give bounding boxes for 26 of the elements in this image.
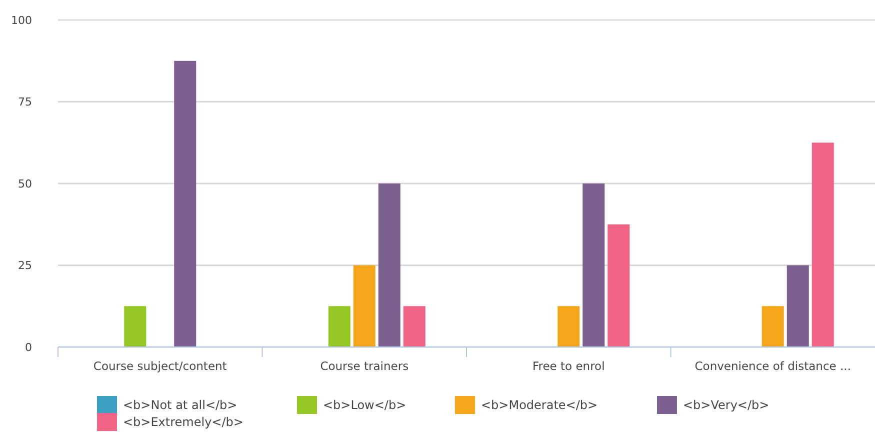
- legend-label: <b>Not at all</b>: [123, 398, 238, 412]
- bar: [608, 224, 630, 347]
- bar: [582, 184, 605, 347]
- legend-label: <b>Moderate</b>: [481, 398, 598, 412]
- x-tick-label: Course trainers: [320, 359, 409, 373]
- bar: [812, 142, 834, 347]
- legend-label: <b>Low</b>: [323, 398, 406, 412]
- legend-label: <b>Very</b>: [683, 398, 770, 412]
- legend-label: <b>Extremely</b>: [123, 415, 244, 430]
- bar: [378, 184, 400, 347]
- bar: [353, 265, 376, 347]
- bar: [403, 306, 426, 347]
- y-tick-label: 0: [25, 340, 32, 354]
- bar: [786, 265, 809, 347]
- x-tick-label: Course subject/content: [93, 359, 228, 373]
- y-tick-label: 75: [18, 96, 32, 109]
- bar: [124, 306, 146, 347]
- y-tick-label: 50: [18, 177, 32, 190]
- bar: [558, 306, 580, 347]
- bar: [762, 306, 784, 347]
- bar: [174, 60, 196, 347]
- x-tick-label: Free to enrol: [532, 359, 605, 373]
- x-tick-label: Convenience of distance ...: [694, 359, 851, 373]
- bar: [328, 306, 350, 347]
- y-tick-label: 100: [11, 14, 32, 27]
- y-tick-label: 25: [18, 259, 32, 272]
